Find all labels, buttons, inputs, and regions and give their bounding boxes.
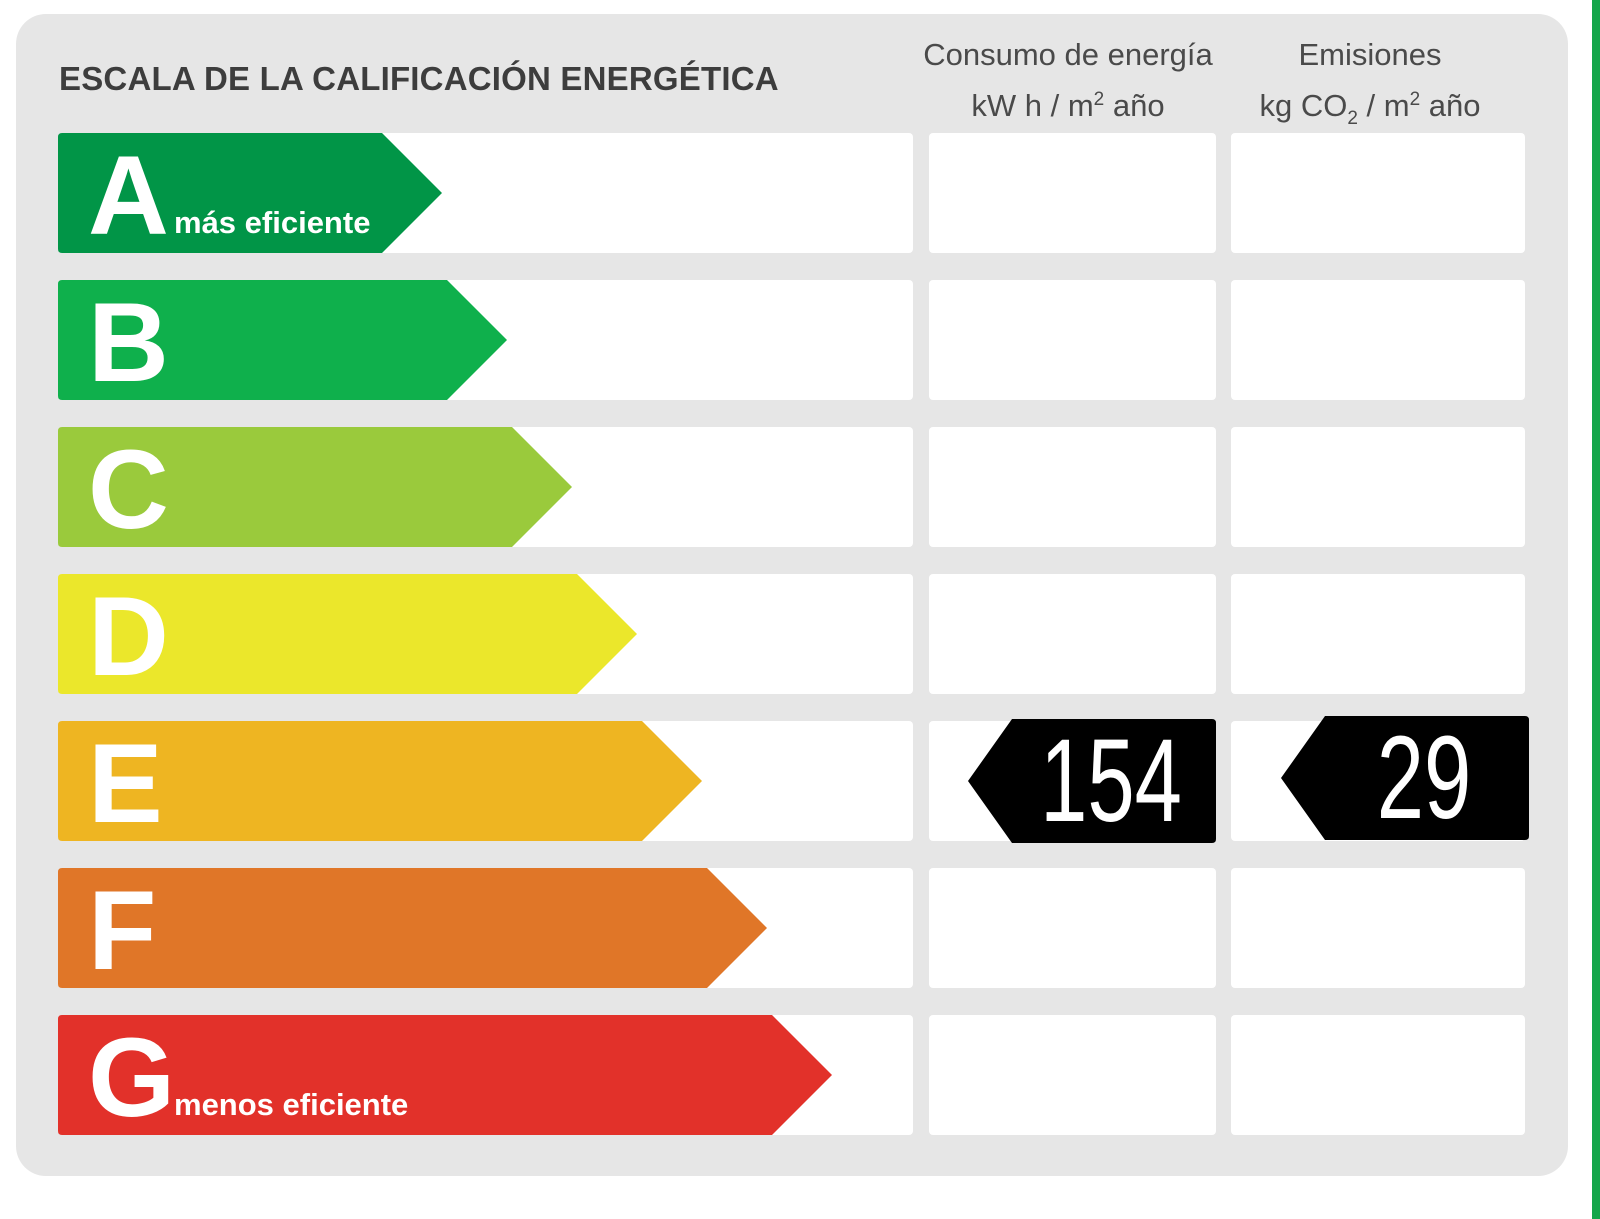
energy-value-indicator-value: 154 [1040,715,1182,847]
energy-value-indicator: 154 [968,715,1216,847]
rating-arrow-shape-a [58,133,442,253]
rating-arrow-path-d [58,574,637,694]
rating-letter-f: F [88,868,157,993]
emissions-header-label: Emisiones [1298,37,1442,72]
rating-arrow-path-g [58,1015,832,1135]
rating-arrow-shape-c [58,427,572,547]
emissions-cell-f [1231,868,1525,988]
rating-letter-g: G [88,1015,176,1140]
page-title: ESCALA DE LA CALIFICACIÓN ENERGÉTICA [59,60,779,97]
rating-arrow-shape-b [58,280,507,400]
energy-cell-c [929,427,1216,547]
rating-arrow-d: D [58,574,637,699]
rating-sublabel-g: menos eficiente [174,1087,409,1122]
energy-header-unit: kW h / m2 año [971,88,1165,123]
rating-arrow-path-c [58,427,572,547]
rating-letter-e: E [88,721,163,846]
energy-header-label: Consumo de energía [923,37,1213,72]
rating-arrow-shape-f [58,868,767,988]
emissions-cell-c [1231,427,1525,547]
energy-cell-a [929,133,1216,253]
rating-arrow-shape-e [58,721,702,841]
energy-cell-g [929,1015,1216,1135]
energy-value-indicator-shape [968,719,1216,843]
emissions-value-indicator-value: 29 [1376,712,1472,844]
emissions-cell-a [1231,133,1525,253]
rating-arrow-c: C [58,427,572,552]
rating-arrow-e: E [58,721,702,846]
emissions-value-indicator: 29 [1281,712,1529,844]
right-edge-stripe [1592,0,1600,1219]
rating-arrow-b: B [58,280,507,405]
emissions-header-unit: kg CO2 / m2 año [1259,88,1481,129]
rating-sublabel-a: más eficiente [174,205,371,240]
emissions-value-indicator-shape [1281,716,1529,840]
rating-letter-c: C [88,427,169,552]
emissions-value-indicator-path [1281,716,1529,840]
energy-cell-d [929,574,1216,694]
energy-cell-b [929,280,1216,400]
energy-column-header: Consumo de energía kW h / m2 año [918,32,1218,128]
energy-cell-f [929,868,1216,988]
emissions-column-header: Emisiones kg CO2 / m2 año [1230,32,1510,141]
emissions-cell-g [1231,1015,1525,1135]
rating-arrow-f: F [58,868,767,993]
energy-value-indicator-path [968,719,1216,843]
rating-letter-b: B [88,280,169,405]
rating-letter-a: A [88,133,169,258]
emissions-cell-d [1231,574,1525,694]
rating-arrow-path-f [58,868,767,988]
rating-arrow-path-a [58,133,442,253]
rating-arrow-path-b [58,280,507,400]
rating-arrow-shape-d [58,574,637,694]
rating-arrow-shape-g [58,1015,832,1135]
rating-letter-d: D [88,574,169,699]
rating-arrow-path-e [58,721,702,841]
emissions-cell-b [1231,280,1525,400]
